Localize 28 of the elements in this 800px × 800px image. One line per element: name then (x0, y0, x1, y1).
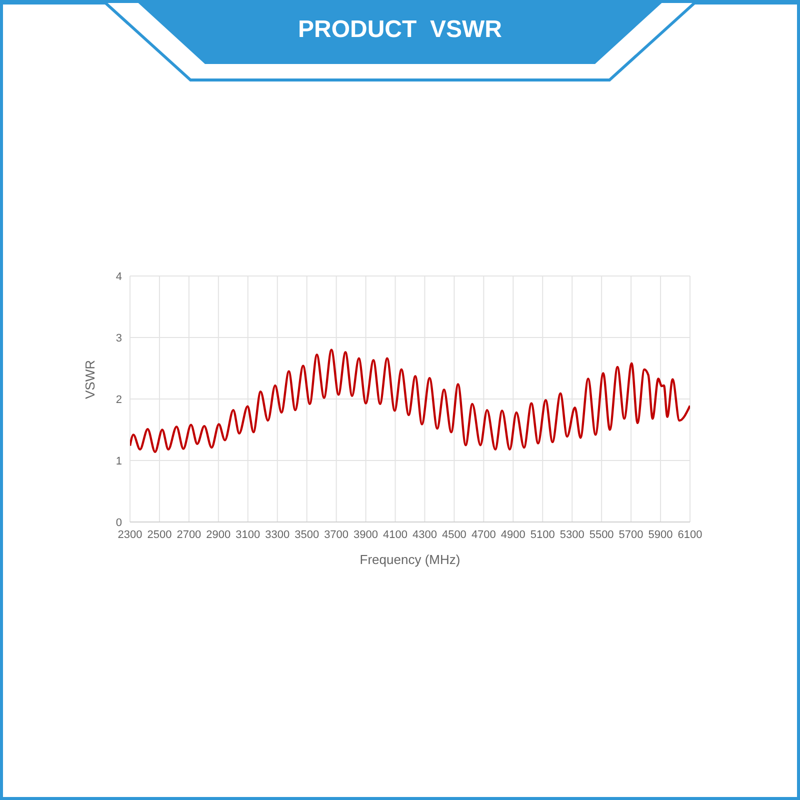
x-tick-label: 6100 (678, 528, 702, 541)
x-tick-label: 5100 (530, 528, 555, 541)
x-tick-label: 3100 (236, 528, 260, 541)
x-tick-label: 5900 (648, 528, 673, 541)
y-tick-label: 3 (116, 332, 122, 344)
x-tick-label: 4300 (412, 528, 437, 541)
x-tick-label: 5300 (560, 528, 584, 541)
y-tick-label: 4 (116, 270, 122, 283)
x-tick-label: 4700 (471, 528, 496, 541)
x-tick-label: 3300 (265, 528, 290, 541)
x-tick-label: 5700 (618, 528, 644, 541)
x-tick-label: 4900 (500, 528, 526, 541)
y-tick-label: 0 (116, 516, 122, 529)
y-axis-title: VSWR (82, 360, 98, 399)
x-tick-label: 2900 (206, 528, 231, 541)
x-tick-label: 3700 (324, 528, 349, 541)
y-tick-label: 2 (116, 394, 122, 406)
x-tick-label: 2300 (118, 528, 142, 541)
y-tick-label: 1 (116, 455, 122, 468)
x-tick-label: 3900 (354, 528, 378, 541)
x-axis-title: Frequency (MHz) (360, 552, 460, 567)
x-tick-label: 4500 (442, 528, 466, 541)
x-tick-label: 5500 (589, 528, 614, 541)
x-tick-label: 2700 (176, 528, 202, 541)
x-tick-label: 2500 (147, 528, 172, 541)
x-tick-label: 3500 (294, 528, 320, 541)
chart-title: PRODUCT VSWR (297, 16, 503, 44)
x-tick-label: 4100 (383, 528, 408, 541)
